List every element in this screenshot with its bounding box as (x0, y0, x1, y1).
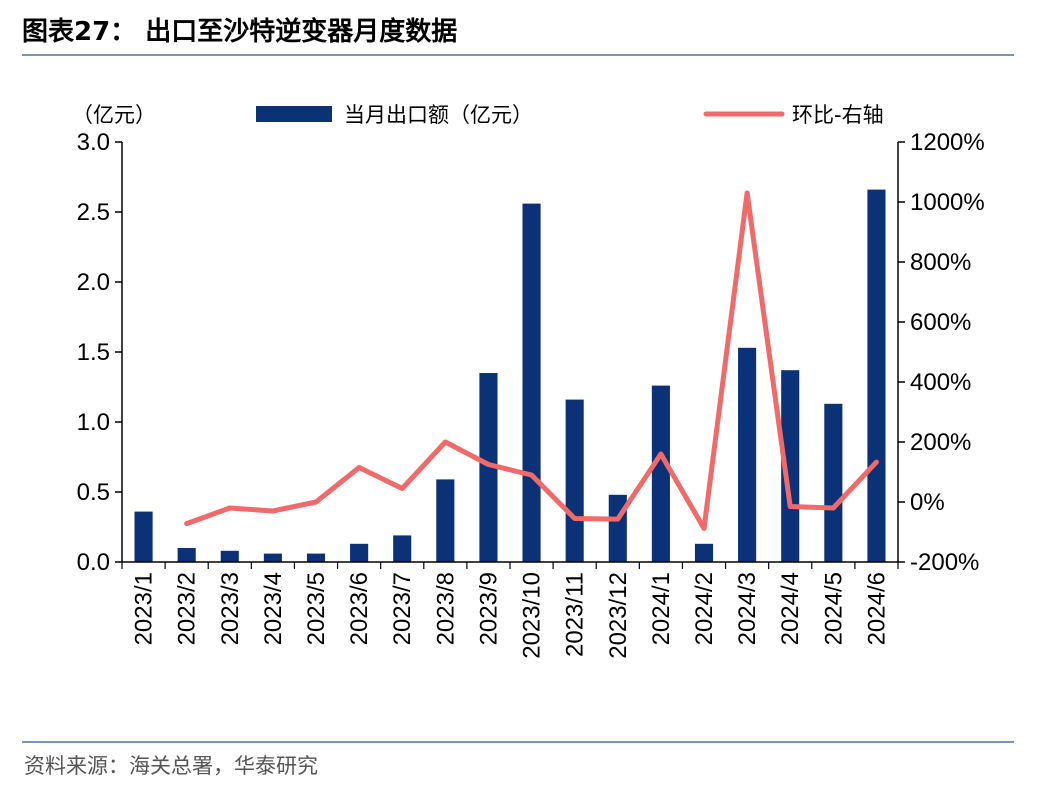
bar (694, 543, 714, 562)
bar (738, 347, 757, 562)
source-note: 资料来源：海关总署，华泰研究 (24, 754, 318, 778)
x-tick-label: 2023/1 (131, 572, 158, 645)
left-tick-label: 3.0 (77, 129, 110, 156)
x-tick-label: 2023/5 (303, 572, 330, 645)
x-tick-label: 2024/5 (820, 572, 847, 645)
bar (522, 203, 541, 562)
right-tick-label: 1000% (910, 189, 985, 216)
x-tick-label: 2023/10 (519, 572, 546, 659)
bar (177, 548, 196, 562)
line-series (184, 190, 879, 531)
figure-title: 图表27： 出口至沙特逆变器月度数据 (22, 17, 458, 47)
footer-rule (22, 741, 1014, 743)
header: 图表27： 出口至沙特逆变器月度数据 (22, 12, 1014, 56)
left-tick-label: 0.5 (77, 479, 110, 506)
bar (436, 479, 455, 562)
right-tick-label: -200% (910, 549, 979, 576)
bar (824, 403, 843, 562)
x-tick-label: 2023/8 (432, 572, 459, 645)
bar (867, 189, 886, 562)
right-tick-label: 800% (910, 249, 971, 276)
x-tick-label: 2023/4 (260, 572, 287, 645)
x-tick-label: 2023/7 (389, 572, 416, 645)
x-tick-label: 2023/12 (605, 572, 632, 659)
left-tick-label: 0.0 (77, 549, 110, 576)
y-left-label: （亿元） (72, 103, 156, 127)
x-tick-label: 2023/9 (475, 572, 502, 645)
x-tick-label: 2024/2 (691, 572, 718, 645)
legend-line-label: 环比-右轴 (792, 103, 884, 127)
right-tick-label: 0% (910, 489, 945, 516)
bar (220, 550, 239, 562)
x-tick-label: 2024/3 (734, 572, 761, 645)
x-tick-label: 2024/6 (863, 572, 890, 645)
x-tick-label: 2024/1 (648, 572, 675, 645)
right-tick-label: 600% (910, 309, 971, 336)
left-tick-label: 1.0 (77, 409, 110, 436)
right-tick-label: 400% (910, 369, 971, 396)
legend: 当月出口额（亿元） 环比-右轴 (256, 103, 884, 127)
x-tick-label: 2023/2 (174, 572, 201, 645)
bar (134, 511, 153, 562)
bar (651, 385, 670, 562)
axes: 0.0 0.5 1.0 1.5 2.0 2.5 3.0 -200% 0% 200% 400% 600%… (72, 103, 985, 659)
left-tick-label: 2.0 (77, 269, 110, 296)
bar (263, 553, 282, 562)
header-rule (22, 54, 1014, 56)
bar (306, 553, 326, 562)
x-tick-label: 2023/6 (346, 572, 373, 645)
bar (479, 373, 498, 562)
bar (781, 370, 800, 562)
bar (565, 399, 584, 562)
bar (350, 543, 369, 562)
bar (393, 535, 412, 562)
right-tick-label: 1200% (910, 129, 985, 156)
x-tick-label: 2024/4 (777, 572, 804, 645)
x-tick-label: 2023/11 (562, 572, 589, 657)
bar (608, 494, 627, 562)
right-tick-label: 200% (910, 429, 971, 456)
left-tick-label: 1.5 (77, 339, 110, 366)
x-tick-label: 2023/3 (217, 572, 244, 645)
left-tick-label: 2.5 (77, 199, 110, 226)
legend-bar-label: 当月出口额（亿元） (344, 103, 533, 127)
legend-bar-swatch (256, 106, 332, 122)
